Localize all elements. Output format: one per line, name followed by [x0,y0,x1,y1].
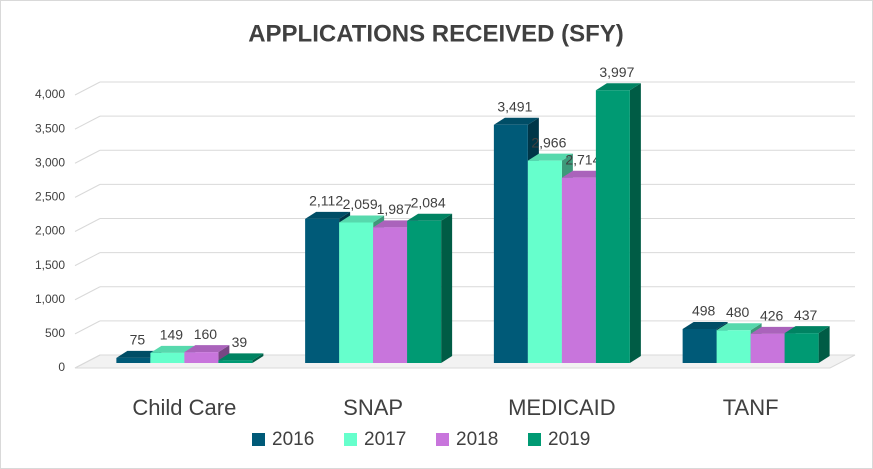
bar-front [682,329,717,363]
x-tick-label: SNAP [343,395,403,420]
x-tick-label: MEDICAID [508,395,616,420]
value-label: 437 [794,307,818,323]
value-label: 2,084 [411,194,446,210]
legend-swatch [436,433,449,446]
x-tick-label: TANF [723,395,779,420]
bar-top [493,117,539,125]
value-label: 3,997 [599,64,634,80]
bar-side [218,345,230,363]
bar-top [116,350,162,358]
bar-top [561,170,607,178]
y-tick-label: 1,000 [35,292,65,306]
bar-front [339,222,374,363]
bar-side [818,326,830,363]
legend-label: 2018 [456,429,498,450]
bar-front [116,357,151,363]
bar-front [784,333,819,363]
bar-side [629,83,641,364]
bar [184,345,230,363]
y-tick-label: 500 [45,326,65,340]
bar-top [407,213,453,221]
bar-front [716,330,751,363]
y-tick-label: 3,000 [35,155,65,169]
y-tick-label: 3,500 [35,121,65,135]
grid-line-side [74,252,101,267]
bar [218,353,264,363]
bar-top [750,326,796,334]
grid-line-side [74,218,101,232]
grid-line-side [74,286,101,301]
bar-top [784,326,830,334]
bar-side [441,213,453,363]
legend-label: 2019 [548,429,590,450]
bar-top [305,211,351,219]
value-label: 2,714 [565,151,600,167]
value-label: 1,987 [377,201,412,217]
bar-front [218,360,253,363]
value-label: 149 [160,327,184,343]
value-label: 3,491 [497,98,532,114]
bar-front [184,352,219,363]
bar-front [305,218,340,363]
bar-front [150,352,185,363]
bar [407,213,453,363]
value-label: 2,112 [309,193,343,209]
bar-front [527,160,562,363]
legend-swatch [344,433,357,446]
bar-side [252,353,264,363]
value-label: 498 [692,303,716,319]
bar-front [750,333,785,363]
grid-line-side [74,354,101,369]
value-label: 426 [760,308,784,324]
grid-line-side [74,81,101,96]
grid-line-side [74,320,101,335]
bar-top [527,153,573,161]
bar-top [682,322,728,330]
legend-swatch [252,433,265,446]
x-tick-label: Child Care [132,395,236,420]
value-label: 2,966 [531,134,566,150]
bar-top [595,83,641,91]
bar-front [561,177,596,363]
bar-front [493,124,528,363]
value-label: 39 [232,334,248,350]
legend-swatch [528,433,541,446]
bar-front [407,220,442,363]
value-label: 75 [130,332,146,348]
bar-front [595,90,630,364]
legend-label: 2017 [364,429,406,450]
value-label: 2,059 [343,196,378,212]
bar [595,83,641,364]
bar-top [150,345,196,353]
legend-label: 2016 [272,429,314,450]
bar [784,326,830,363]
grid-line-side [74,149,101,164]
bar-top [184,345,230,353]
value-label: 160 [194,326,218,342]
y-tick-label: 0 [58,360,65,374]
y-tick-label: 1,500 [35,258,65,272]
y-tick-label: 2,000 [35,224,65,238]
bar-top [373,220,419,228]
y-tick-label: 4,000 [35,87,65,101]
grid-line-side [74,115,101,130]
y-tick-label: 2,500 [35,190,65,204]
bar-top [218,353,264,361]
chart-title: APPLICATIONS RECEIVED (SFY) [248,20,624,47]
bar-top [339,215,385,223]
bar-front [373,227,408,363]
grid-line-side [74,183,101,198]
bar-top [716,323,762,331]
value-label: 480 [726,304,750,320]
